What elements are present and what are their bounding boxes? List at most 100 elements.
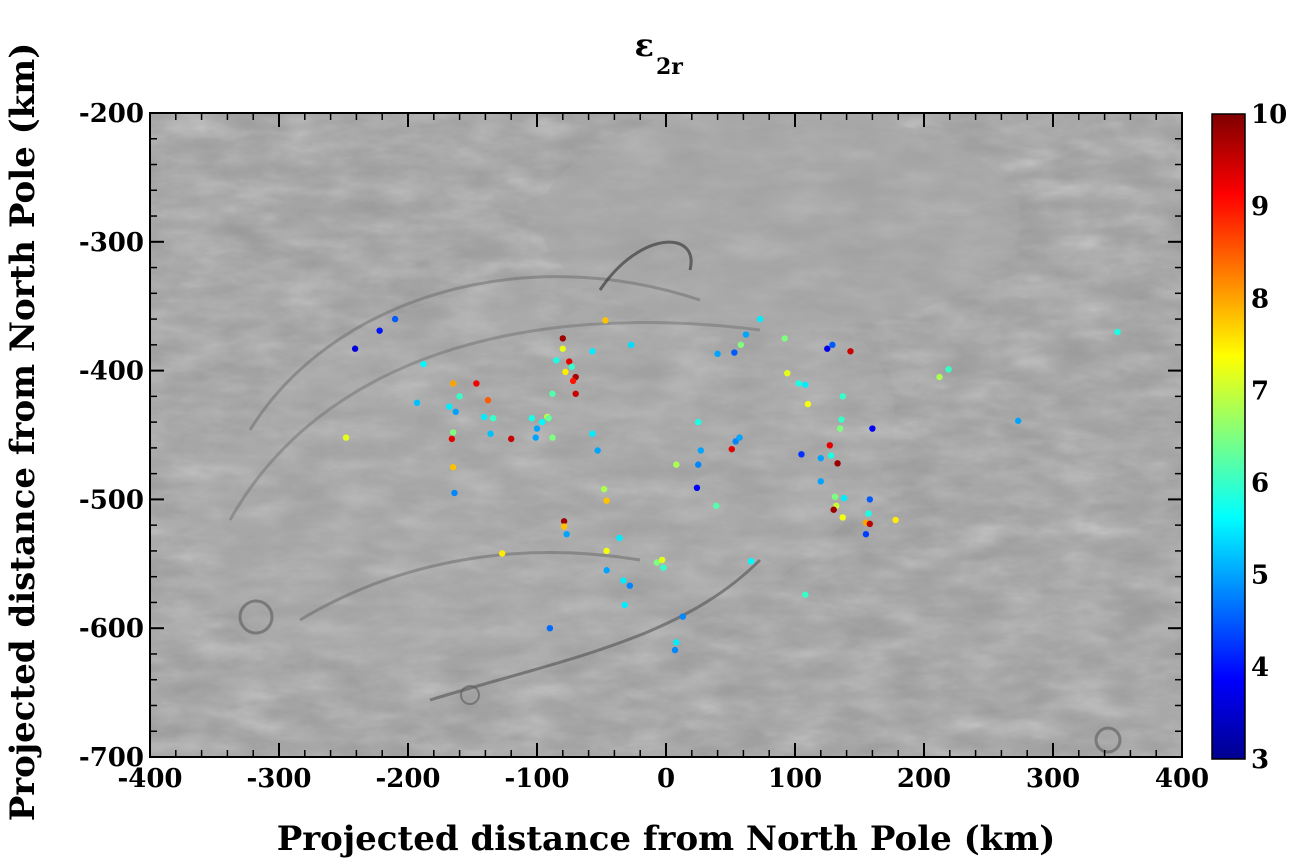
data-point-35 — [528, 415, 536, 422]
data-point-41 — [589, 348, 596, 355]
y-tick-label-2: -500 — [79, 485, 144, 515]
data-point-57 — [660, 564, 667, 571]
data-point-96 — [830, 506, 837, 513]
data-point-37 — [549, 434, 556, 441]
data-point-76 — [781, 335, 788, 342]
data-point-36 — [532, 434, 539, 441]
data-point-30 — [549, 390, 556, 397]
data-point-19 — [508, 435, 515, 443]
terrain-background — [150, 113, 1182, 757]
data-point-1 — [376, 327, 383, 334]
y-axis-title: Projected distance from North Pole (km) — [3, 43, 43, 822]
data-point-40 — [563, 530, 570, 538]
data-point-63 — [713, 502, 720, 510]
data-point-58 — [673, 461, 680, 468]
data-point-5 — [342, 434, 350, 441]
data-point-45 — [627, 341, 635, 349]
data-point-2 — [391, 315, 399, 323]
y-tick-label-0: -700 — [79, 743, 144, 773]
data-point-60 — [697, 447, 705, 454]
data-point-84 — [829, 341, 836, 349]
data-point-47 — [603, 497, 610, 504]
data-point-80 — [804, 400, 812, 408]
data-point-81 — [798, 451, 805, 458]
data-point-27 — [569, 377, 577, 385]
data-point-72 — [732, 438, 739, 445]
data-point-28 — [572, 390, 579, 397]
x-tick-label-7: 300 — [1026, 764, 1080, 794]
data-point-4 — [413, 399, 421, 406]
data-point-17 — [480, 413, 488, 421]
data-point-83 — [824, 345, 831, 352]
data-point-82 — [802, 591, 809, 598]
y-tick-label-1: -600 — [79, 614, 144, 644]
data-point-85 — [847, 348, 854, 355]
scatter-points — [342, 315, 1121, 654]
x-tick-label-3: -100 — [504, 764, 569, 794]
colorbar-label-5: 8 — [1251, 284, 1269, 314]
data-point-23 — [559, 345, 566, 352]
data-point-46 — [600, 485, 608, 493]
data-point-21 — [553, 357, 560, 364]
x-tick-label-8: 400 — [1155, 764, 1209, 794]
data-point-49 — [603, 567, 610, 574]
data-point-32 — [545, 415, 552, 422]
data-point-79 — [802, 381, 809, 388]
data-point-34 — [533, 425, 541, 432]
data-point-38 — [560, 518, 568, 525]
colorbar-labels: 3 4 5 6 7 8 9 10 — [1251, 100, 1287, 775]
axes: -400 -300 -200 -100 0 100 200 300 400 -700 -600 -50… — [79, 99, 1209, 794]
data-point-103 — [866, 520, 874, 528]
data-point-105 — [892, 516, 899, 524]
y-tick-label-4: -300 — [79, 228, 144, 258]
x-tick-label-1: -300 — [246, 764, 311, 794]
data-point-108 — [1014, 417, 1022, 425]
data-point-10 — [449, 429, 457, 436]
data-point-65 — [673, 639, 680, 646]
data-point-43 — [594, 447, 601, 454]
colorbar-label-2: 5 — [1251, 561, 1269, 591]
plot-title: ε — [635, 26, 654, 64]
data-point-15 — [484, 397, 492, 404]
data-point-100 — [866, 496, 874, 503]
data-point-70 — [742, 331, 750, 338]
data-point-74 — [728, 445, 735, 453]
data-point-93 — [817, 478, 824, 485]
data-point-52 — [626, 582, 634, 589]
data-point-13 — [451, 489, 458, 497]
data-point-12 — [449, 464, 457, 471]
data-point-8 — [446, 403, 453, 410]
data-point-67 — [714, 350, 721, 358]
data-point-75 — [747, 558, 755, 565]
data-point-90 — [817, 454, 824, 462]
colorbar-label-4: 7 — [1251, 376, 1269, 406]
data-point-29 — [568, 363, 576, 370]
colorbar-label-3: 6 — [1251, 469, 1269, 499]
data-point-62 — [693, 484, 701, 492]
data-point-22 — [559, 335, 566, 342]
x-tick-label-2: -200 — [375, 764, 440, 794]
data-point-54 — [546, 625, 554, 632]
data-point-99 — [869, 425, 876, 432]
data-point-88 — [836, 425, 844, 432]
colorbar-label-6: 9 — [1251, 192, 1269, 222]
x-tick-label-4: 0 — [657, 764, 675, 794]
data-point-66 — [671, 646, 679, 654]
data-point-87 — [838, 416, 845, 423]
data-point-98 — [840, 494, 848, 502]
data-point-101 — [865, 510, 872, 517]
data-point-109 — [1114, 328, 1121, 336]
data-point-0 — [351, 345, 359, 352]
data-point-51 — [620, 577, 627, 584]
data-point-55 — [653, 559, 661, 566]
data-point-91 — [827, 452, 835, 459]
plot-title-subscript: 2r — [656, 54, 683, 80]
x-tick-label-0: -400 — [117, 764, 182, 794]
data-point-33 — [538, 418, 546, 426]
data-point-69 — [737, 341, 745, 349]
data-point-14 — [473, 380, 480, 387]
data-point-68 — [731, 349, 738, 356]
data-point-18 — [487, 430, 494, 437]
data-point-20 — [498, 550, 506, 557]
